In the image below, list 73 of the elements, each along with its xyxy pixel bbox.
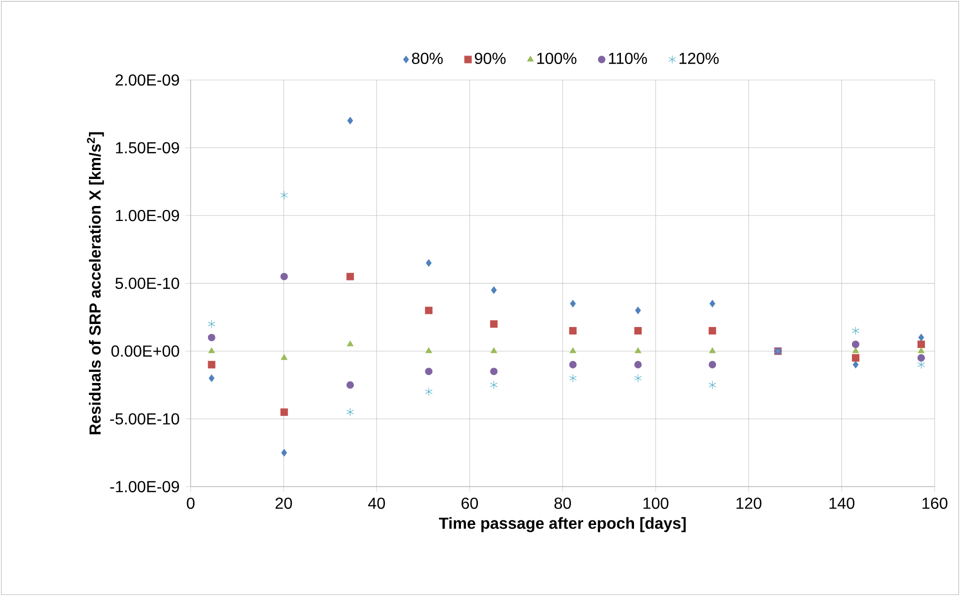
point xyxy=(709,347,716,354)
x-tick-label: 40 xyxy=(368,498,385,509)
point xyxy=(569,327,577,334)
point xyxy=(346,381,354,389)
y-tick-label: 5.00E-10 xyxy=(115,278,180,289)
point xyxy=(852,354,860,362)
legend-label: 120% xyxy=(680,52,719,64)
point xyxy=(280,272,288,280)
point xyxy=(490,320,498,328)
point xyxy=(852,326,860,336)
legend-label: 80% xyxy=(412,52,443,64)
x-tick-label: 100 xyxy=(644,498,668,509)
point xyxy=(425,388,432,396)
x-tick-label: 60 xyxy=(462,498,478,509)
point xyxy=(634,374,642,382)
x-tick-label: 160 xyxy=(922,498,948,509)
x-tick-label: 20 xyxy=(276,498,292,509)
point xyxy=(208,334,216,342)
legend-label: 90% xyxy=(474,52,506,64)
point xyxy=(208,360,216,368)
point xyxy=(917,360,925,369)
point xyxy=(634,347,642,354)
point xyxy=(208,320,216,328)
point xyxy=(918,347,924,354)
legend-label: 100% xyxy=(537,52,576,64)
point xyxy=(491,286,497,294)
point xyxy=(570,300,576,308)
point xyxy=(346,272,354,280)
point xyxy=(280,408,288,416)
point xyxy=(426,259,432,267)
x-tick-label: 140 xyxy=(830,498,854,509)
point xyxy=(281,449,287,456)
point xyxy=(708,360,716,368)
point xyxy=(635,306,641,314)
y-tick-label: 1.50E-09 xyxy=(116,142,179,154)
y-tick-label: 2.00E-09 xyxy=(116,74,179,86)
point xyxy=(425,306,432,314)
x-tick-label: 120 xyxy=(736,498,762,509)
point xyxy=(426,347,432,354)
point xyxy=(710,300,716,308)
point xyxy=(346,408,354,416)
point xyxy=(917,340,925,348)
point xyxy=(708,327,716,334)
point xyxy=(346,340,354,346)
y-tick-label: 0.00E+00 xyxy=(111,345,180,357)
point xyxy=(852,340,860,348)
point xyxy=(208,374,214,382)
point xyxy=(425,368,432,376)
point xyxy=(208,347,215,354)
point xyxy=(852,347,859,354)
point xyxy=(708,380,716,390)
point xyxy=(490,380,498,390)
point xyxy=(569,360,577,368)
y-tick-label: -1.00E-09 xyxy=(110,480,179,492)
point xyxy=(280,354,288,360)
point xyxy=(490,368,498,376)
point xyxy=(570,347,576,354)
point xyxy=(347,116,354,124)
point xyxy=(569,374,577,382)
point xyxy=(634,360,642,368)
point xyxy=(280,190,288,200)
legend-label: 110% xyxy=(609,52,647,64)
x-tick-label: 80 xyxy=(554,498,571,509)
point xyxy=(634,327,642,334)
point xyxy=(917,354,925,362)
x-axis-title: Time passage after epoch [days] xyxy=(438,517,686,532)
point xyxy=(918,334,924,342)
y-axis-title: Residuals of SRP acceleration X [km/s$^{2}$] xyxy=(86,132,104,434)
point xyxy=(490,347,498,354)
y-tick-label: -5.00E-10 xyxy=(110,413,180,425)
x-tick-label: 0 xyxy=(186,498,194,509)
point xyxy=(852,360,858,368)
y-tick-label: 1.00E-09 xyxy=(116,210,179,222)
